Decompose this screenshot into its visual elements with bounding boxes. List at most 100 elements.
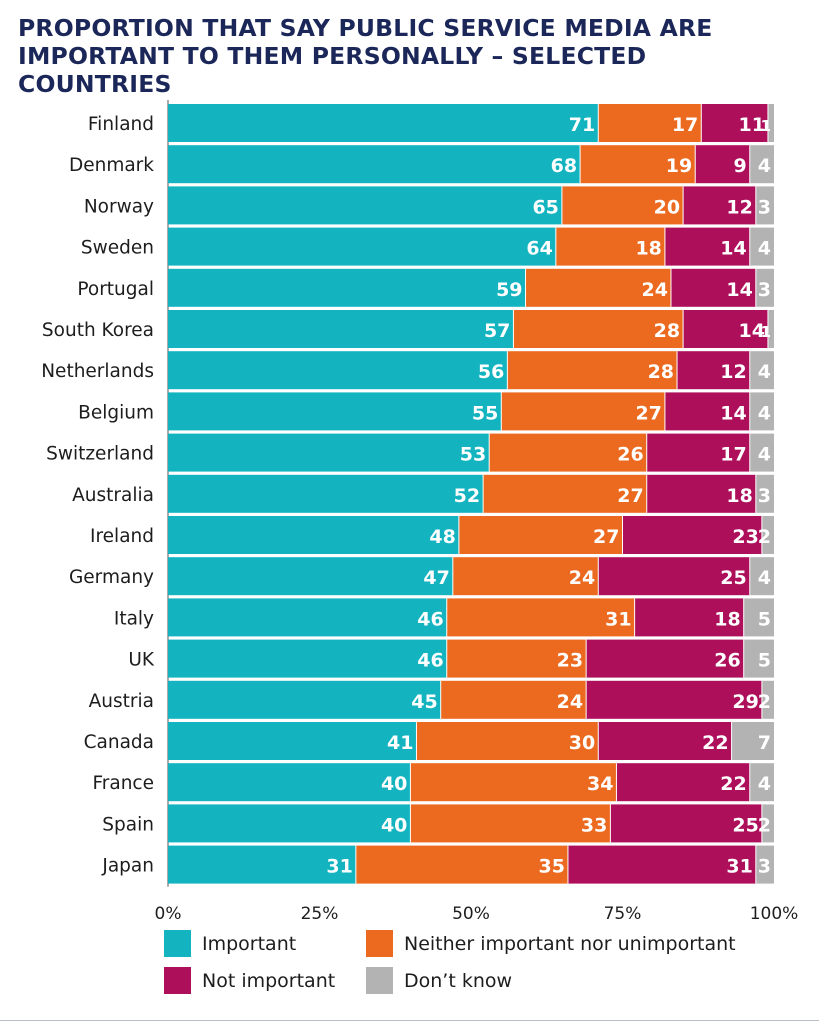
data-label-don-t-know-spain: 2 — [758, 814, 771, 836]
bar-not-important-portugal — [670, 268, 756, 307]
data-label-important-france: 40 — [381, 773, 407, 795]
bar-not-important-switzerland — [646, 433, 750, 472]
bar-don-t-know-uk — [743, 639, 774, 678]
data-label-neither-important-nor-unimportant-finland: 17 — [672, 114, 698, 136]
bar-not-important-austria — [586, 680, 762, 719]
bar-don-t-know-netherlands — [749, 351, 774, 390]
data-label-neither-important-nor-unimportant-canada: 30 — [569, 732, 595, 754]
bar-important-switzerland — [168, 433, 490, 472]
chart-title-line-1: PROPORTION THAT SAY PUBLIC SERVICE MEDIA… — [18, 14, 713, 42]
data-label-neither-important-nor-unimportant-portugal: 24 — [642, 279, 668, 301]
bar-not-important-norway — [683, 186, 756, 225]
bar-don-t-know-italy — [743, 598, 774, 637]
bar-not-important-netherlands — [677, 351, 750, 390]
bar-neither-important-nor-unimportant-uk — [446, 639, 587, 678]
bar-not-important-uk — [586, 639, 744, 678]
chart-title-line-2: IMPORTANT TO THEM PERSONALLY – SELECTED … — [18, 42, 647, 98]
data-label-not-important-belgium: 14 — [720, 402, 746, 424]
data-label-important-canada: 41 — [387, 732, 413, 754]
data-label-not-important-italy: 18 — [714, 608, 740, 630]
data-label-not-important-canada: 22 — [702, 732, 728, 754]
bar-not-important-australia — [646, 474, 756, 513]
data-label-don-t-know-norway: 3 — [758, 196, 771, 218]
bar-not-important-germany — [598, 557, 750, 596]
bar-not-important-japan — [567, 845, 756, 884]
category-label-uk: UK — [128, 650, 155, 671]
footer-divider — [0, 1020, 819, 1021]
bar-don-t-know-south-korea — [767, 310, 774, 348]
bar-neither-important-nor-unimportant-ireland — [458, 516, 623, 554]
bar-not-important-finland — [701, 104, 768, 142]
data-label-neither-important-nor-unimportant-japan: 35 — [539, 856, 565, 878]
data-label-important-norway: 65 — [532, 196, 558, 218]
bar-neither-important-nor-unimportant-sweden — [555, 227, 665, 266]
bar-neither-important-nor-unimportant-portugal — [525, 268, 671, 307]
bar-neither-important-nor-unimportant-australia — [483, 474, 647, 513]
bar-don-t-know-germany — [749, 557, 774, 596]
category-label-ireland: Ireland — [90, 526, 154, 547]
data-label-important-switzerland: 53 — [460, 444, 486, 466]
x-tick-label-1: 25% — [301, 904, 339, 924]
legend-swatch-neither — [366, 930, 393, 957]
data-label-don-t-know-italy: 5 — [758, 608, 771, 630]
data-label-not-important-south-korea: 14 — [738, 320, 764, 342]
bar-don-t-know-portugal — [755, 268, 774, 307]
data-label-neither-important-nor-unimportant-spain: 33 — [581, 814, 607, 836]
data-label-neither-important-nor-unimportant-austria: 24 — [557, 691, 583, 713]
category-label-canada: Canada — [84, 732, 154, 753]
bar-don-t-know-finland — [767, 104, 774, 142]
bar-important-south-korea — [168, 310, 514, 348]
chart-title: PROPORTION THAT SAY PUBLIC SERVICE MEDIA… — [18, 14, 808, 98]
bar-neither-important-nor-unimportant-norway — [561, 186, 684, 225]
data-label-not-important-ireland: 23 — [732, 526, 758, 548]
category-label-japan: Japan — [101, 856, 154, 877]
data-label-important-germany: 47 — [423, 567, 449, 589]
legend-label-not-important: Not important — [202, 969, 336, 992]
data-label-not-important-finland: 11 — [738, 114, 764, 136]
bar-neither-important-nor-unimportant-japan — [355, 845, 568, 884]
legend-item-important: Important — [164, 930, 296, 957]
category-label-belgium: Belgium — [78, 402, 154, 423]
data-label-don-t-know-germany: 4 — [758, 567, 771, 589]
data-label-not-important-denmark: 9 — [734, 155, 747, 177]
bar-not-important-denmark — [695, 145, 750, 184]
bar-neither-important-nor-unimportant-canada — [416, 722, 599, 760]
bar-neither-important-nor-unimportant-austria — [440, 680, 587, 719]
bar-neither-important-nor-unimportant-belgium — [501, 392, 665, 431]
bar-not-important-france — [616, 763, 750, 802]
bar-important-germany — [168, 557, 453, 596]
data-label-not-important-norway: 12 — [726, 196, 752, 218]
bar-neither-important-nor-unimportant-spain — [410, 804, 611, 843]
data-label-don-t-know-belgium: 4 — [758, 402, 771, 424]
data-label-important-denmark: 68 — [551, 155, 577, 177]
bar-don-t-know-austria — [761, 680, 774, 719]
data-label-important-netherlands: 56 — [478, 361, 504, 383]
data-label-important-italy: 46 — [417, 608, 443, 630]
bar-important-portugal — [168, 268, 526, 307]
bar-neither-important-nor-unimportant-netherlands — [507, 351, 678, 390]
bar-don-t-know-denmark — [749, 145, 774, 184]
legend-swatch-important — [164, 930, 191, 957]
legend-label-neither: Neither important nor unimportant — [404, 932, 736, 955]
category-label-netherlands: Netherlands — [41, 361, 154, 382]
bar-don-t-know-canada — [731, 722, 774, 760]
data-label-important-australia: 52 — [454, 485, 480, 507]
data-label-not-important-germany: 25 — [720, 567, 746, 589]
bar-neither-important-nor-unimportant-germany — [452, 557, 599, 596]
bar-important-denmark — [168, 145, 581, 184]
data-label-not-important-france: 22 — [720, 773, 746, 795]
data-label-don-t-know-finland: 1 — [761, 117, 771, 135]
legend-swatch-not-important — [164, 967, 191, 994]
category-label-south-korea: South Korea — [42, 320, 154, 341]
bar-neither-important-nor-unimportant-south-korea — [513, 310, 684, 348]
category-label-italy: Italy — [114, 608, 154, 629]
data-label-don-t-know-sweden: 4 — [758, 238, 771, 260]
category-label-switzerland: Switzerland — [46, 444, 154, 465]
data-label-neither-important-nor-unimportant-uk: 23 — [557, 650, 583, 672]
bar-don-t-know-australia — [755, 474, 774, 513]
data-label-neither-important-nor-unimportant-ireland: 27 — [593, 526, 619, 548]
data-label-important-south-korea: 57 — [484, 320, 510, 342]
bar-important-uk — [168, 639, 447, 678]
data-label-neither-important-nor-unimportant-norway: 20 — [654, 196, 680, 218]
bar-neither-important-nor-unimportant-france — [410, 763, 617, 802]
